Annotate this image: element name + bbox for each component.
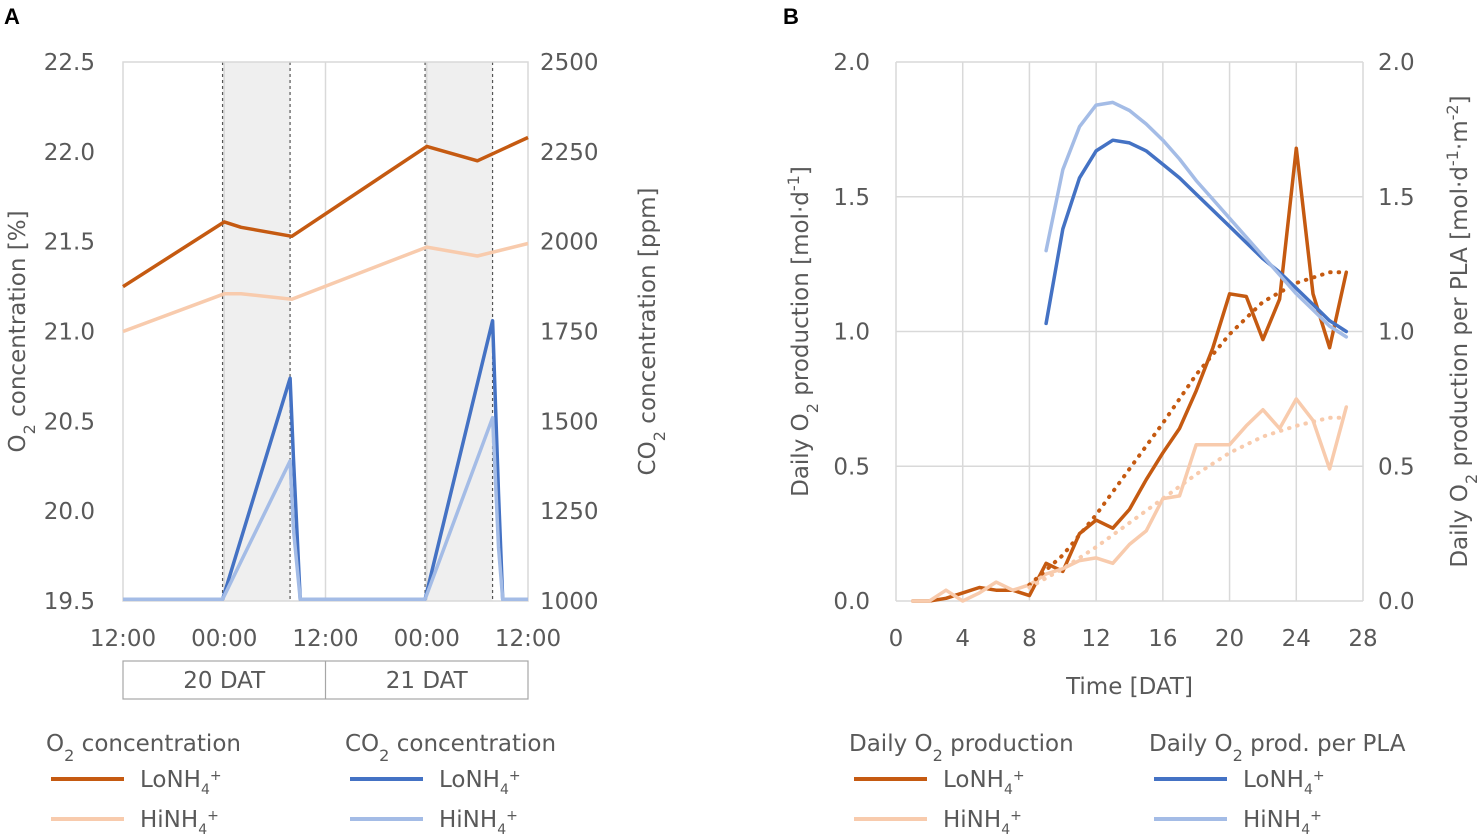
y-left-tick-label: 20.0 [44,499,95,525]
y-right-tick-label: 1.0 [1378,320,1415,346]
y-right-tick-label: 1750 [540,320,599,346]
legend-item-label: HiNH4+ [140,807,219,834]
y-left-tick-label: 0.5 [833,454,870,480]
x-tick-label: 12:00 [90,626,156,652]
y-left-tick-label: 22.0 [44,140,95,166]
series-line-a-3 [123,415,528,601]
series-line-b-2 [1027,270,1349,587]
y-left-tick-label: 1.0 [833,320,870,346]
x-tick-label: 28 [1348,626,1377,652]
x-tick-label: 12:00 [292,626,358,652]
chart-a: 19.5 20.0 20.5 21.0 21.5 22.0 22.5 1000 1250 1500… [5,50,669,700]
y-right-tick-label: 1250 [540,499,599,525]
legend-item-label: LoNH4+ [943,767,1025,798]
x-tick-label: 16 [1148,626,1177,652]
legend-title: CO2 concentration [345,731,556,765]
day-label: 21 DAT [386,668,469,694]
x-tick-label: 00:00 [191,626,257,652]
series-line-b-0 [910,146,1349,603]
series-line-a-1 [122,241,529,334]
x-axis-label: Time [DAT] [1065,674,1193,700]
legend-item-label: LoNH4+ [1243,767,1325,798]
x-tick-label: 00:00 [394,626,460,652]
y-right-tick-label: 2500 [540,50,599,76]
panel-label-b: B [783,4,799,29]
x-tick-label: 12 [1082,626,1111,652]
series-line-b-3 [1027,415,1349,590]
dark-period-0 [222,62,291,601]
y-left-axis-label: Daily O2 production [mol·d-1] [784,166,822,497]
x-tick-label: 4 [955,626,970,652]
y-left-tick-label: 22.5 [44,50,95,76]
y-left-tick-label: 2.0 [833,50,870,76]
series-line-b-4 [1044,138,1349,334]
y-right-tick-label: 2.0 [1378,50,1415,76]
legend-title: Daily O2 production [849,731,1074,765]
y-left-tick-label: 21.5 [44,230,95,256]
dark-period-1 [425,62,493,601]
y-right-axis-label: Daily O2 production per PLA [mol·d-1·m-2… [1443,95,1477,567]
y-left-tick-label: 0.0 [833,589,870,615]
x-tick-label: 8 [1022,626,1037,652]
panel-label-a: A [4,4,20,29]
y-right-tick-label: 1.5 [1378,185,1415,211]
y-right-tick-label: 0.0 [1378,589,1415,615]
y-right-tick-label: 2250 [540,140,599,166]
y-left-tick-label: 20.5 [44,409,95,435]
y-left-tick-label: 19.5 [44,589,95,615]
legend-item-label: LoNH4+ [140,767,222,798]
series-line-b-5 [1044,100,1349,339]
legend-title: O2 concentration [46,731,241,765]
legend-item-label: HiNH4+ [943,807,1022,834]
y-right-tick-label: 1000 [540,589,599,615]
y-left-tick-label: 21.0 [44,320,95,346]
legend-item-label: LoNH4+ [439,767,521,798]
y-right-tick-label: 0.5 [1378,454,1415,480]
y-right-axis-label: CO2 concentration [ppm] [635,188,669,476]
x-tick-label: 0 [889,626,904,652]
legend-item-label: HiNH4+ [1243,807,1322,834]
x-tick-label: 12:00 [495,626,561,652]
chart-b: 0.0 0.5 1.0 1.5 2.0 0.0 0.5 1.0 1.5 2.0 0 4 8 12 16 20 2… [784,50,1477,700]
legend-item-label: HiNH4+ [439,807,518,834]
legend-title: Daily O2 prod. per PLA [1149,731,1406,765]
series-line-b-1 [910,397,1349,603]
y-right-tick-label: 1500 [540,409,599,435]
day-label: 20 DAT [183,668,266,694]
series-line-a-0 [122,135,529,289]
y-left-tick-label: 1.5 [833,185,870,211]
x-tick-label: 24 [1282,626,1311,652]
x-tick-label: 20 [1215,626,1244,652]
y-left-axis-label: O2 concentration [%] [5,210,39,452]
y-right-tick-label: 2000 [540,230,599,256]
